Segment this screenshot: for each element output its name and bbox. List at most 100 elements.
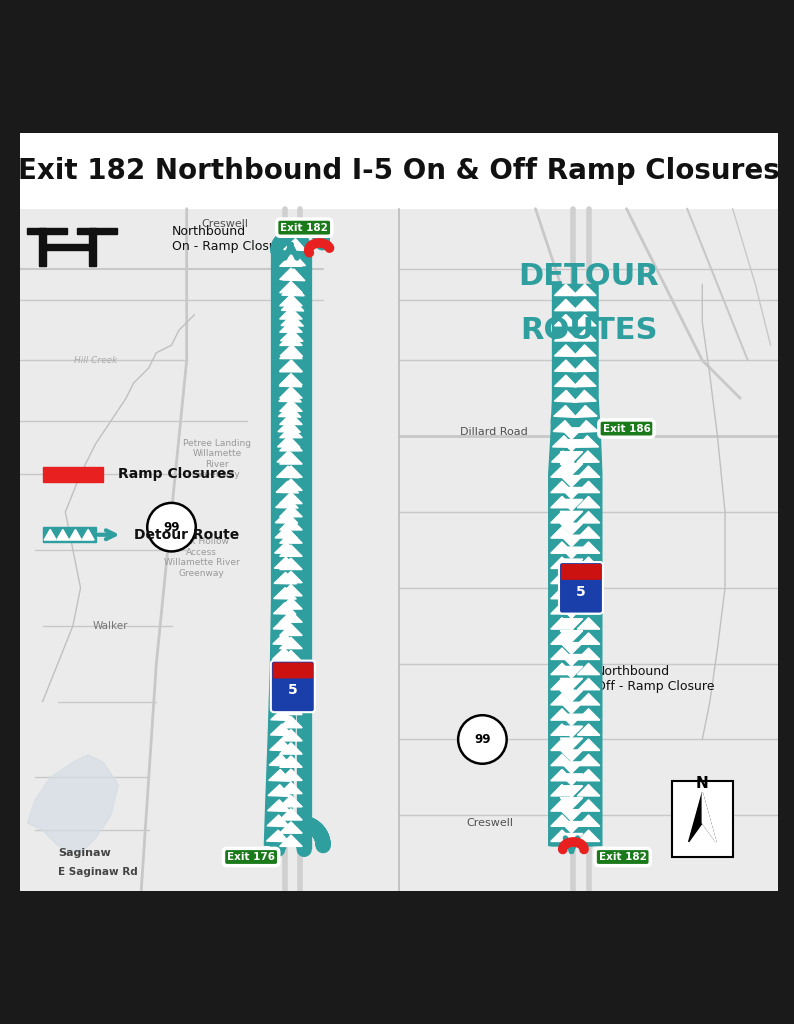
Polygon shape	[561, 523, 583, 535]
Polygon shape	[276, 481, 299, 493]
Polygon shape	[45, 244, 89, 250]
Polygon shape	[577, 602, 599, 614]
Polygon shape	[279, 453, 303, 464]
Polygon shape	[561, 821, 583, 833]
Polygon shape	[283, 254, 306, 265]
Polygon shape	[576, 436, 599, 447]
Polygon shape	[274, 588, 296, 599]
Polygon shape	[77, 227, 117, 234]
Text: Saginaw: Saginaw	[58, 848, 110, 858]
Polygon shape	[554, 360, 577, 372]
Polygon shape	[551, 693, 573, 705]
Polygon shape	[279, 756, 303, 767]
Polygon shape	[553, 421, 576, 432]
Polygon shape	[268, 769, 291, 781]
Polygon shape	[553, 436, 575, 447]
Polygon shape	[561, 536, 583, 547]
Polygon shape	[561, 439, 583, 452]
Polygon shape	[577, 739, 599, 751]
Polygon shape	[577, 572, 599, 584]
Polygon shape	[279, 545, 303, 556]
Polygon shape	[279, 531, 303, 543]
FancyBboxPatch shape	[272, 663, 313, 679]
Polygon shape	[276, 512, 298, 523]
Polygon shape	[270, 724, 293, 735]
Polygon shape	[272, 693, 294, 706]
Polygon shape	[551, 512, 573, 523]
Text: Exit 176: Exit 176	[227, 852, 276, 862]
Polygon shape	[551, 497, 573, 508]
Polygon shape	[561, 690, 583, 701]
Polygon shape	[551, 679, 573, 690]
Polygon shape	[577, 664, 599, 675]
Polygon shape	[561, 631, 583, 642]
Polygon shape	[577, 709, 599, 720]
Polygon shape	[561, 702, 583, 714]
Polygon shape	[279, 729, 303, 741]
Polygon shape	[551, 557, 573, 568]
Polygon shape	[561, 726, 583, 737]
Polygon shape	[28, 755, 118, 853]
Polygon shape	[561, 785, 583, 797]
Polygon shape	[269, 755, 291, 766]
Polygon shape	[561, 798, 583, 809]
Polygon shape	[577, 542, 599, 553]
Text: Ramp Closures: Ramp Closures	[118, 467, 235, 481]
Text: Detour Route: Detour Route	[133, 527, 239, 542]
Polygon shape	[551, 739, 573, 751]
Text: Hill Creek: Hill Creek	[74, 356, 118, 365]
Polygon shape	[561, 654, 583, 666]
Text: N: N	[696, 776, 709, 791]
Polygon shape	[551, 724, 573, 735]
Polygon shape	[561, 583, 583, 594]
Polygon shape	[554, 314, 577, 326]
Polygon shape	[281, 299, 304, 311]
Polygon shape	[279, 360, 303, 372]
Polygon shape	[270, 739, 292, 751]
Polygon shape	[283, 239, 306, 251]
Polygon shape	[577, 588, 599, 599]
Polygon shape	[279, 690, 303, 701]
FancyBboxPatch shape	[559, 562, 603, 613]
Polygon shape	[561, 452, 583, 463]
Polygon shape	[561, 714, 583, 726]
Polygon shape	[577, 466, 600, 477]
Polygon shape	[272, 679, 295, 690]
Polygon shape	[688, 793, 716, 842]
Polygon shape	[279, 717, 303, 728]
Text: Exit 186: Exit 186	[603, 424, 650, 433]
Polygon shape	[577, 512, 599, 523]
Polygon shape	[276, 466, 299, 478]
Text: Northbound
On - Ramp Closure: Northbound On - Ramp Closure	[172, 225, 289, 253]
Polygon shape	[43, 527, 95, 543]
Text: Walker: Walker	[93, 621, 129, 631]
Polygon shape	[551, 466, 573, 477]
Polygon shape	[561, 595, 583, 606]
Polygon shape	[277, 451, 299, 463]
Polygon shape	[577, 617, 599, 629]
Polygon shape	[279, 677, 303, 688]
FancyBboxPatch shape	[271, 660, 314, 712]
Polygon shape	[279, 413, 303, 425]
Text: 99: 99	[474, 733, 491, 745]
Polygon shape	[279, 334, 303, 345]
Text: Creswell: Creswell	[201, 219, 248, 228]
Polygon shape	[280, 345, 303, 356]
Text: E Saginaw Rd: E Saginaw Rd	[58, 867, 137, 878]
Text: 99: 99	[164, 520, 179, 534]
Polygon shape	[279, 598, 303, 609]
Polygon shape	[279, 822, 303, 834]
Polygon shape	[577, 633, 599, 644]
Polygon shape	[573, 314, 596, 326]
Polygon shape	[272, 648, 295, 659]
Polygon shape	[279, 375, 302, 387]
Polygon shape	[554, 390, 577, 402]
Polygon shape	[561, 428, 583, 439]
Polygon shape	[279, 624, 303, 636]
Polygon shape	[279, 664, 303, 675]
Polygon shape	[279, 703, 303, 715]
Polygon shape	[282, 284, 304, 296]
Polygon shape	[561, 738, 583, 750]
Polygon shape	[279, 255, 303, 266]
FancyBboxPatch shape	[561, 564, 601, 580]
